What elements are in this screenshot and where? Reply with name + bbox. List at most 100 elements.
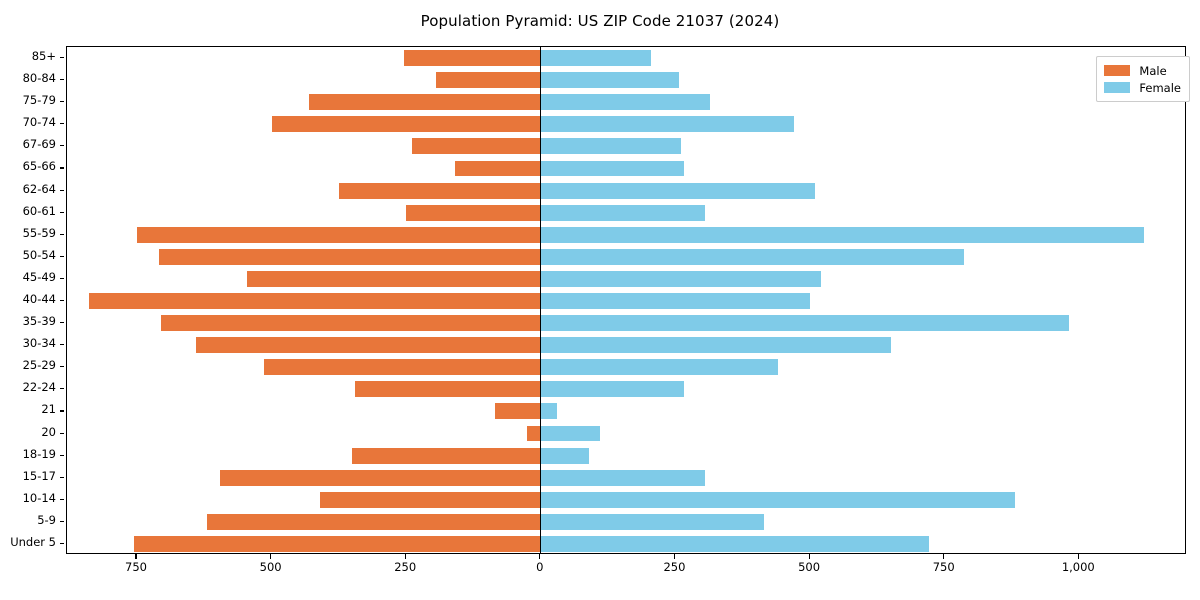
y-axis-tick-label: 60-61: [22, 203, 56, 218]
y-axis-tick-label: 45-49: [22, 269, 56, 284]
bar-female: [540, 293, 811, 309]
y-axis-tick-label: 5-9: [37, 512, 56, 527]
y-axis-tick: [60, 366, 64, 368]
bar-male: [271, 116, 541, 133]
y-axis-tick: [60, 167, 64, 169]
y-axis-tick-label: 22-24: [22, 380, 56, 395]
bar-male: [495, 403, 541, 420]
bar-male: [158, 248, 541, 265]
pyramid-row: [67, 337, 1185, 354]
bar-female: [540, 116, 794, 133]
x-axis-tick-label: 500: [798, 560, 821, 574]
x-axis-tick: [135, 554, 137, 559]
x-axis-tick: [539, 554, 541, 559]
pyramid-row: [67, 182, 1185, 199]
plot-area: [66, 46, 1186, 554]
bar-male: [435, 72, 541, 89]
chart-title: Population Pyramid: US ZIP Code 21037 (2…: [420, 12, 780, 30]
pyramid-row: [67, 204, 1185, 221]
pyramid-row: [67, 359, 1185, 376]
bar-male: [161, 315, 541, 332]
y-axis-tick-label: 21: [41, 402, 56, 417]
bar-female: [540, 160, 684, 177]
legend-label: Male: [1139, 63, 1167, 78]
pyramid-row: [67, 381, 1185, 398]
y-axis-tick: [60, 344, 64, 346]
bar-male: [406, 204, 541, 221]
y-axis-tick: [60, 57, 64, 59]
y-axis-tick-label: 35-39: [22, 314, 56, 329]
y-axis-tick: [60, 520, 64, 522]
bar-female: [540, 491, 1015, 508]
y-axis-tick: [60, 300, 64, 302]
pyramid-row: [67, 491, 1185, 508]
legend-label: Female: [1139, 80, 1181, 95]
pyramid-row: [67, 94, 1185, 111]
x-axis-tick-label: 750: [125, 560, 147, 574]
bar-male: [403, 50, 541, 66]
y-axis-tick-label: 85+: [31, 49, 56, 64]
y-axis-ticks: [60, 46, 66, 554]
bar-female: [540, 469, 706, 486]
bar-male: [134, 536, 541, 552]
bar-male: [320, 491, 541, 508]
pyramid-row: [67, 293, 1185, 309]
y-axis-tick-label: 18-19: [22, 446, 56, 461]
legend-swatch-female-icon: [1104, 82, 1131, 93]
x-axis-tick: [404, 554, 406, 559]
y-axis-tick-label: 50-54: [22, 247, 56, 262]
bar-male: [454, 160, 541, 177]
pyramid-row: [67, 403, 1185, 420]
bar-female: [540, 72, 679, 89]
y-axis-tick: [60, 189, 64, 191]
y-axis-tick: [60, 476, 64, 478]
y-axis-tick: [60, 454, 64, 456]
y-axis-tick: [60, 410, 64, 412]
bar-male: [207, 513, 541, 530]
legend-item-female[interactable]: Female: [1104, 79, 1181, 96]
bar-female: [540, 359, 778, 376]
y-axis-tick: [60, 432, 64, 434]
y-axis-tick-label: 80-84: [22, 71, 56, 86]
bar-male: [309, 94, 541, 111]
y-axis-tick-label: 75-79: [22, 93, 56, 108]
bar-male: [88, 293, 541, 309]
y-axis-tick-label: 30-34: [22, 336, 56, 351]
zero-axis-line: [540, 47, 542, 553]
bar-female: [540, 513, 765, 530]
y-axis-tick-label: Under 5: [10, 534, 56, 549]
bar-male: [411, 138, 541, 155]
x-axis-tick: [1077, 554, 1079, 559]
x-axis-tick: [808, 554, 810, 559]
x-axis-labels: 750 500 250 0 250 500 750 1,000: [0, 560, 1200, 580]
bar-female: [540, 204, 706, 221]
y-axis-tick: [60, 79, 64, 81]
chart-legend: Male Female: [1096, 56, 1190, 102]
y-axis-tick: [60, 255, 64, 257]
pyramid-row: [67, 425, 1185, 442]
y-axis-tick-label: 70-74: [22, 115, 56, 130]
bar-female: [540, 403, 557, 420]
bar-male: [247, 270, 541, 287]
bar-male: [137, 226, 541, 243]
legend-item-male[interactable]: Male: [1104, 62, 1181, 79]
pyramid-row: [67, 160, 1185, 177]
y-axis-tick: [60, 101, 64, 103]
pyramid-row: [67, 116, 1185, 133]
bar-female: [540, 248, 964, 265]
y-axis-tick: [60, 145, 64, 147]
y-axis-tick: [60, 233, 64, 235]
pyramid-row: [67, 469, 1185, 486]
y-axis-tick-label: 62-64: [22, 181, 56, 196]
bar-female: [540, 226, 1144, 243]
x-axis-ticks: [66, 554, 1186, 561]
pyramid-row: [67, 50, 1185, 66]
x-axis-tick-label: 500: [259, 560, 282, 574]
pyramid-row: [67, 138, 1185, 155]
pyramid-row: [67, 447, 1185, 464]
y-axis-tick-label: 67-69: [22, 137, 56, 152]
bar-female: [540, 337, 891, 354]
pyramid-row: [67, 513, 1185, 530]
y-axis-tick: [60, 211, 64, 213]
